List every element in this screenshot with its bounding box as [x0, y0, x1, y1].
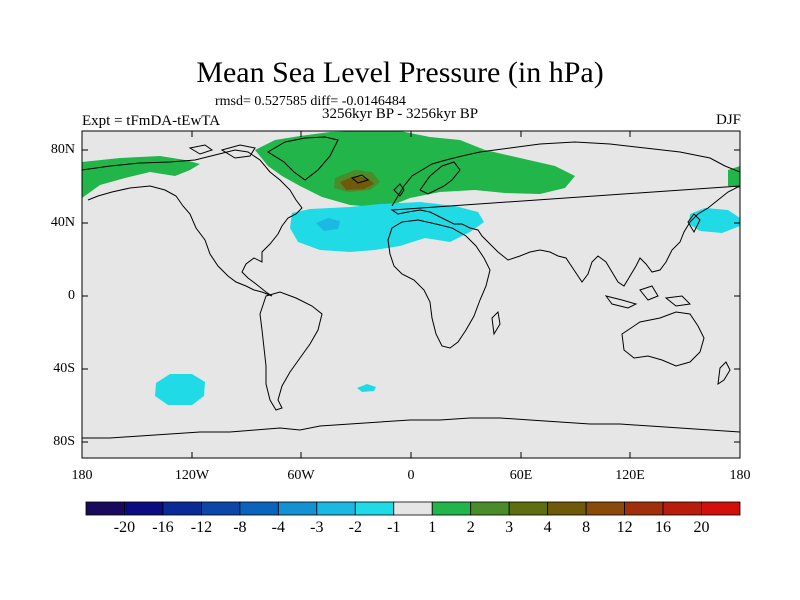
colorbar-label: 20 [693, 519, 710, 536]
colorbar-swatch [124, 501, 164, 516]
colorbar-swatch [431, 501, 472, 516]
colorbar-swatch [316, 501, 356, 516]
colorbar-swatch [585, 501, 625, 516]
colorbar-swatch [624, 501, 664, 516]
anomaly-negative-south-atlantic [357, 384, 376, 392]
lat-label-80n: 80N [50, 142, 75, 157]
lon-label-60w: 60W [287, 468, 315, 483]
lon-label-60e: 60E [509, 468, 533, 483]
colorbar-swatch [701, 501, 741, 516]
colorbar-label: -3 [310, 519, 324, 536]
anomaly-positive-pacific-east [728, 166, 740, 188]
colorbar-swatch [162, 501, 202, 516]
anomaly-positive-north-america [82, 156, 200, 198]
colorbar-label: 8 [582, 519, 591, 536]
colorbar-label: -16 [152, 519, 174, 536]
colorbar-label: -8 [233, 519, 247, 536]
lat-label-80s: 80S [53, 434, 75, 449]
colorbar-label: 1 [428, 519, 437, 536]
stats-text: rmsd= 0.527585 diff= -0.0146484 [215, 94, 406, 109]
colorbar-label: -12 [190, 519, 213, 536]
lon-label-180w: 180 [71, 468, 93, 483]
colorbar-swatch [354, 501, 395, 516]
colorbar-swatch [508, 501, 549, 516]
colorbar-swatch [470, 501, 510, 516]
colorbar-label: 12 [616, 519, 633, 536]
lon-label-0: 0 [407, 468, 415, 483]
anomaly-negative-south-pacific [155, 374, 205, 405]
colorbar-label: -20 [113, 519, 136, 536]
lon-label-120e: 120E [615, 468, 645, 483]
lon-label-120w: 120W [174, 468, 210, 483]
period-label: 3256kyr BP - 3256kyr BP [322, 106, 479, 122]
anomaly-negative-north-pacific [689, 208, 740, 233]
colorbar-label: 4 [543, 519, 552, 536]
colorbar-label: -4 [271, 519, 286, 536]
colorbar-label: -1 [387, 519, 401, 536]
colorbar-swatch [201, 501, 241, 516]
colorbar-swatch [85, 501, 125, 516]
lat-label-equator: 0 [68, 288, 75, 303]
lat-label-40s: 40S [53, 361, 75, 376]
anomaly-negative-atlantic-core [316, 218, 340, 231]
colorbar-swatch [277, 501, 318, 516]
lon-label-180e: 180 [729, 468, 751, 483]
colorbar-swatch [393, 501, 433, 516]
axis-ticks [82, 131, 740, 458]
anomaly-positive-iceland-core [340, 176, 374, 190]
experiment-label: Expt = tFmDA-tEwTA [82, 113, 221, 129]
lat-label-40n: 40N [50, 215, 75, 230]
colorbar-label: 16 [655, 519, 672, 536]
colorbar-label: -2 [348, 519, 362, 536]
colorbar-swatch [662, 501, 702, 516]
colorbar-swatch [547, 501, 587, 516]
chart-title: Mean Sea Level Pressure (in hPa) [196, 56, 604, 89]
anomaly-positive-greenland-europe [255, 131, 575, 208]
coastlines [82, 136, 740, 439]
colorbar-label: 2 [466, 519, 475, 536]
colorbar-label: 3 [505, 519, 514, 536]
colorbar-swatch [239, 501, 279, 516]
colorbar [85, 501, 741, 516]
season-label: DJF [715, 112, 741, 128]
